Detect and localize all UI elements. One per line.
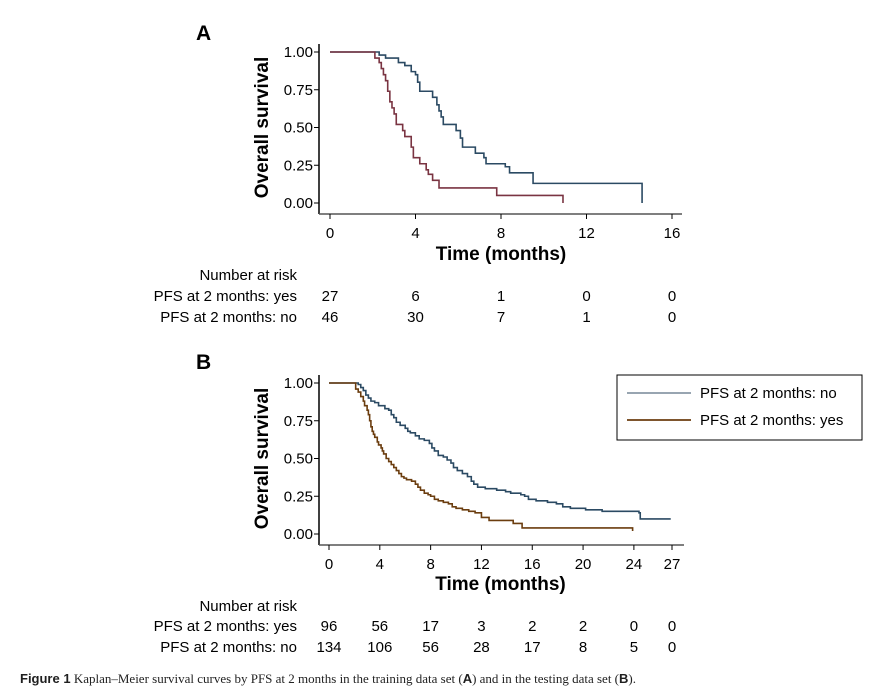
risk-row-label: PFS at 2 months: yes	[154, 618, 297, 635]
y-tick-label: 0.25	[284, 157, 313, 174]
caption-text: Kaplan–Meier survival curves by PFS at 2…	[70, 671, 463, 686]
risk-count: 28	[473, 639, 490, 656]
legend-label: PFS at 2 months: no	[700, 385, 837, 402]
risk-count: 46	[322, 309, 339, 326]
risk-count: 1	[582, 309, 590, 326]
risk-count: 0	[630, 618, 638, 635]
x-tick-label: 4	[411, 225, 419, 242]
panel-b-chart: 0.000.250.500.751.000 4 8 12 16 20 24 27Overall…	[154, 374, 863, 656]
y-tick-label: 0.50	[284, 120, 313, 137]
y-tick-label: 1.00	[284, 375, 313, 392]
risk-count: 56	[371, 618, 388, 635]
y-tick-label: 0.25	[284, 488, 313, 505]
km-curve-no	[329, 382, 671, 520]
caption-a: A	[462, 671, 473, 686]
risk-count: 0	[668, 288, 676, 305]
risk-count: 1	[497, 288, 505, 305]
risk-count: 0	[668, 639, 676, 656]
km-curve-yes	[330, 51, 564, 203]
x-tick-label: 20	[575, 556, 592, 573]
y-tick-label: 0.00	[284, 526, 313, 543]
legend-label: PFS at 2 months: yes	[700, 412, 843, 429]
y-tick-label: 0.50	[284, 451, 313, 468]
risk-count: 106	[367, 639, 392, 656]
legend: PFS at 2 months: no PFS at 2 months: yes	[616, 374, 863, 441]
y-axis-title: Overall survival	[252, 57, 273, 199]
risk-count: 0	[668, 309, 676, 326]
caption-prefix: Figure 1	[20, 671, 71, 686]
risk-count: 0	[668, 618, 676, 635]
legend-box	[616, 374, 863, 441]
risk-count: 17	[524, 639, 541, 656]
risk-row-label: PFS at 2 months: yes	[154, 288, 297, 305]
x-tick-label: 8	[497, 225, 505, 242]
risk-count: 0	[582, 288, 590, 305]
risk-count: 6	[411, 288, 419, 305]
x-tick-label: 8	[426, 556, 434, 573]
panel-a-label: A	[196, 22, 211, 45]
x-tick-label: 12	[578, 225, 595, 242]
risk-count: 56	[422, 639, 439, 656]
risk-count: 96	[321, 618, 338, 635]
risk-count: 3	[477, 618, 485, 635]
y-tick-label: 0.75	[284, 413, 313, 430]
risk-count: 17	[422, 618, 439, 635]
risk-count: 5	[630, 639, 638, 656]
risk-count: 2	[528, 618, 536, 635]
risk-row-label: PFS at 2 months: no	[160, 309, 297, 326]
x-axis-title: Time (months)	[435, 574, 566, 595]
figure-caption: Figure 1 Kaplan–Meier survival curves by…	[20, 671, 636, 687]
risk-count: 2	[579, 618, 587, 635]
x-tick-label: 0	[326, 225, 334, 242]
x-tick-label: 12	[473, 556, 490, 573]
panel-b-label: B	[196, 351, 211, 374]
caption-end: ).	[628, 671, 636, 686]
y-axis-title: Overall survival	[252, 388, 273, 530]
risk-count: 8	[579, 639, 587, 656]
caption-mid: ) and in the testing data set (	[472, 671, 620, 686]
y-tick-label: 1.00	[284, 44, 313, 61]
y-tick-label: 0.75	[284, 82, 313, 99]
x-tick-label: 27	[664, 556, 681, 573]
risk-table-title: Number at risk	[199, 598, 297, 615]
x-tick-label: 16	[664, 225, 681, 242]
risk-row-label: PFS at 2 months: no	[160, 639, 297, 656]
risk-count: 30	[407, 309, 424, 326]
x-tick-label: 0	[325, 556, 333, 573]
km-curve-no	[330, 51, 643, 203]
risk-count: 27	[322, 288, 339, 305]
y-tick-label: 0.00	[284, 195, 313, 212]
risk-count: 134	[316, 639, 341, 656]
risk-table-title: Number at risk	[199, 267, 297, 284]
risk-count: 7	[497, 309, 505, 326]
km-curve-yes	[329, 382, 634, 531]
x-axis-title: Time (months)	[436, 244, 567, 265]
caption-b: B	[619, 671, 629, 686]
x-tick-label: 24	[626, 556, 643, 573]
x-tick-label: 16	[524, 556, 541, 573]
x-tick-label: 4	[376, 556, 384, 573]
